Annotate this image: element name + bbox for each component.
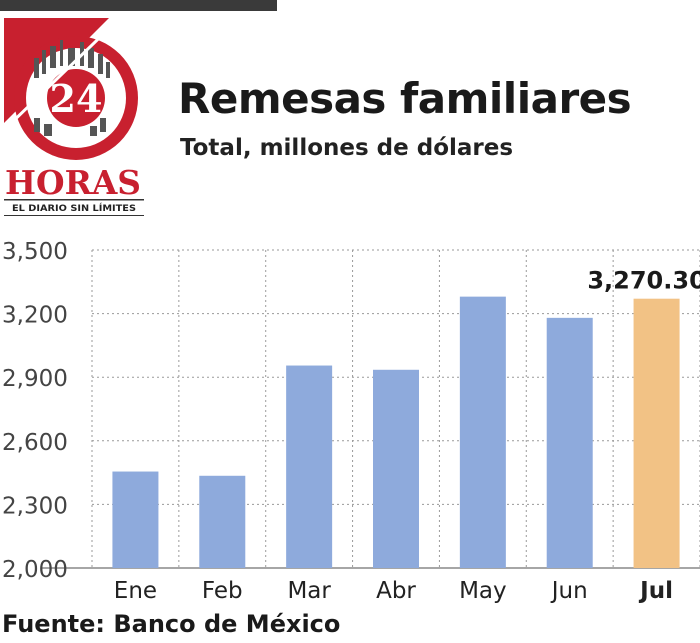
24-horas-logo: 24 HORAS EL DIARIO SIN LÍMITES (4, 18, 144, 216)
label-layer: 2,000 2,300 2,600 2,900 3,200 3,500 Ene Feb Mar A… (2, 239, 700, 604)
y-tick-label: 3,200 (2, 303, 68, 329)
bar-layer (112, 296, 680, 568)
bar-ene (112, 471, 159, 568)
bar-feb (199, 475, 246, 568)
y-tick-label: 3,500 (2, 239, 68, 265)
logo-tagline: EL DIARIO SIN LÍMITES (12, 202, 136, 214)
x-tick-label: Jun (550, 578, 588, 604)
chart-subtitle: Total, millones de dólares (180, 135, 514, 161)
x-tick-label: May (459, 578, 507, 604)
x-tick-label: Abr (376, 578, 416, 604)
bar-mar (286, 365, 333, 568)
x-tick-label: Feb (202, 578, 243, 604)
x-tick-label: Ene (114, 578, 157, 604)
data-label-highlight: 3,270.30 (587, 267, 700, 295)
bar-may (459, 296, 506, 568)
logo-number: 24 (50, 76, 103, 121)
bar-jun (546, 317, 593, 568)
source-note: Fuente: Banco de México (2, 610, 341, 638)
chart-title: Remesas familiares (178, 74, 632, 123)
y-tick-label: 2,300 (2, 493, 68, 519)
y-tick-label: 2,600 (2, 430, 68, 456)
y-tick-label: 2,900 (2, 366, 68, 392)
bar-abr (373, 369, 419, 568)
x-tick-label: Jul (638, 578, 673, 604)
y-tick-label: 2,000 (2, 557, 68, 583)
bar-jul (633, 298, 680, 568)
logo-inner-circle (47, 69, 105, 127)
top-bar (0, 0, 277, 11)
logo-name: HORAS (5, 163, 141, 202)
x-tick-label: Mar (287, 578, 331, 604)
bar-chart: 2,000 2,300 2,600 2,900 3,200 3,500 Ene Feb Mar A… (2, 239, 700, 604)
